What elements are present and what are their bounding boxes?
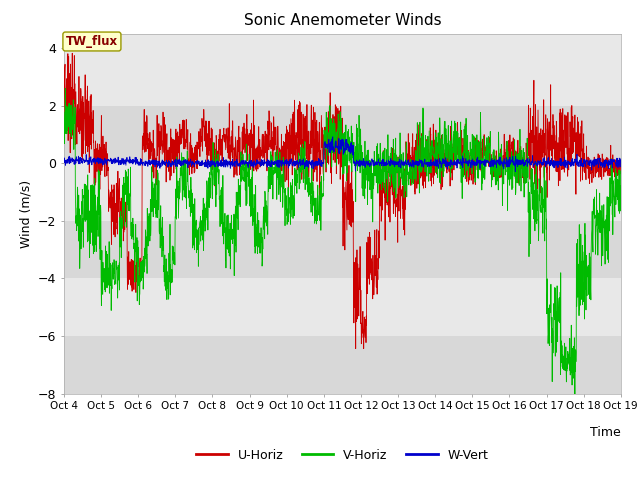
V-Horiz bbox=[61, 85, 69, 91]
U-Horiz bbox=[371, 273, 379, 278]
Text: Time: Time bbox=[590, 426, 621, 439]
U-Horiz bbox=[568, 143, 576, 149]
U-Horiz bbox=[617, 163, 625, 169]
Bar bbox=[64, 48, 621, 106]
W-Vert bbox=[60, 155, 68, 160]
Y-axis label: Wind (m/s): Wind (m/s) bbox=[19, 180, 32, 248]
W-Vert bbox=[584, 158, 591, 164]
V-Horiz bbox=[359, 150, 367, 156]
W-Vert bbox=[359, 160, 367, 166]
V-Horiz bbox=[571, 392, 579, 397]
W-Vert bbox=[617, 156, 625, 162]
Line: W-Vert: W-Vert bbox=[64, 137, 621, 172]
V-Horiz bbox=[504, 176, 512, 182]
U-Horiz bbox=[505, 150, 513, 156]
V-Horiz bbox=[60, 109, 68, 115]
Line: U-Horiz: U-Horiz bbox=[64, 53, 621, 348]
U-Horiz bbox=[216, 146, 223, 152]
Bar bbox=[64, 221, 621, 278]
V-Horiz bbox=[568, 352, 575, 358]
V-Horiz bbox=[216, 194, 223, 200]
U-Horiz bbox=[359, 314, 367, 320]
W-Vert bbox=[504, 162, 512, 168]
Bar bbox=[64, 278, 621, 336]
Title: Sonic Anemometer Winds: Sonic Anemometer Winds bbox=[244, 13, 441, 28]
W-Vert bbox=[216, 160, 223, 166]
U-Horiz bbox=[60, 121, 68, 127]
Bar bbox=[64, 336, 621, 394]
Legend: U-Horiz, V-Horiz, W-Vert: U-Horiz, V-Horiz, W-Vert bbox=[191, 444, 493, 467]
U-Horiz bbox=[360, 346, 367, 351]
Text: TW_flux: TW_flux bbox=[66, 35, 118, 48]
Bar bbox=[64, 106, 621, 163]
W-Vert bbox=[511, 169, 519, 175]
W-Vert bbox=[329, 134, 337, 140]
U-Horiz bbox=[584, 158, 591, 164]
V-Horiz bbox=[371, 158, 379, 164]
Bar bbox=[64, 163, 621, 221]
V-Horiz bbox=[617, 197, 625, 203]
Line: V-Horiz: V-Horiz bbox=[64, 88, 621, 395]
W-Vert bbox=[371, 161, 379, 167]
W-Vert bbox=[568, 159, 576, 165]
U-Horiz bbox=[68, 50, 76, 56]
V-Horiz bbox=[584, 267, 591, 273]
